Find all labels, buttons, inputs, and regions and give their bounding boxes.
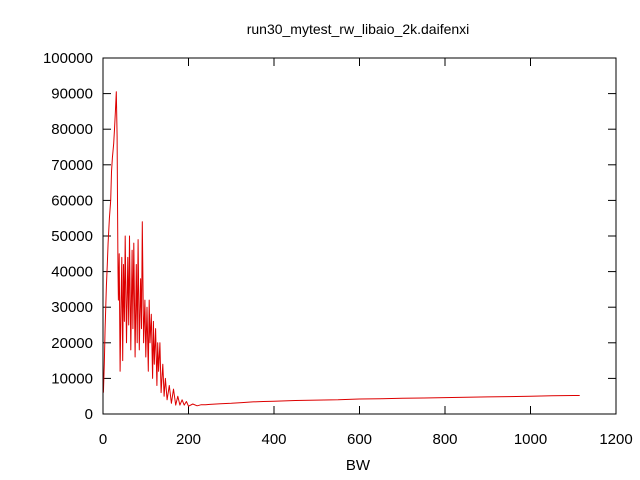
y-tick-label: 0 [85,406,93,423]
x-tick-label: 1000 [514,431,547,448]
series-line-0 [102,91,580,407]
y-tick-label: 80000 [51,121,93,138]
y-tick-label: 100000 [43,50,93,67]
y-tick-label: 50000 [51,228,93,245]
y-tick-label: 40000 [51,264,93,281]
x-axis-label: BW [346,457,371,474]
plot-frame [102,57,617,415]
x-tick-label: 800 [432,431,457,448]
y-tick-label: 60000 [51,192,93,209]
x-tick-label: 0 [99,431,107,448]
x-tick-label: 1200 [599,431,632,448]
x-axis: 0 200 400 600 800 1000 1200 [99,58,633,448]
y-axis: 0 10000 20000 30000 40000 50000 60000 70000 8000… [43,50,616,423]
y-tick-label: 30000 [51,299,93,316]
series-layer [102,91,580,407]
y-tick-label: 70000 [51,157,93,174]
x-tick-label: 200 [176,431,201,448]
y-tick-label: 90000 [51,86,93,103]
y-tick-label: 20000 [51,335,93,352]
y-tick-label: 10000 [51,370,93,387]
x-tick-label: 400 [261,431,286,448]
chart-title: run30_mytest_rw_libaio_2k.daifenxi [247,21,470,37]
x-tick-label: 600 [347,431,372,448]
